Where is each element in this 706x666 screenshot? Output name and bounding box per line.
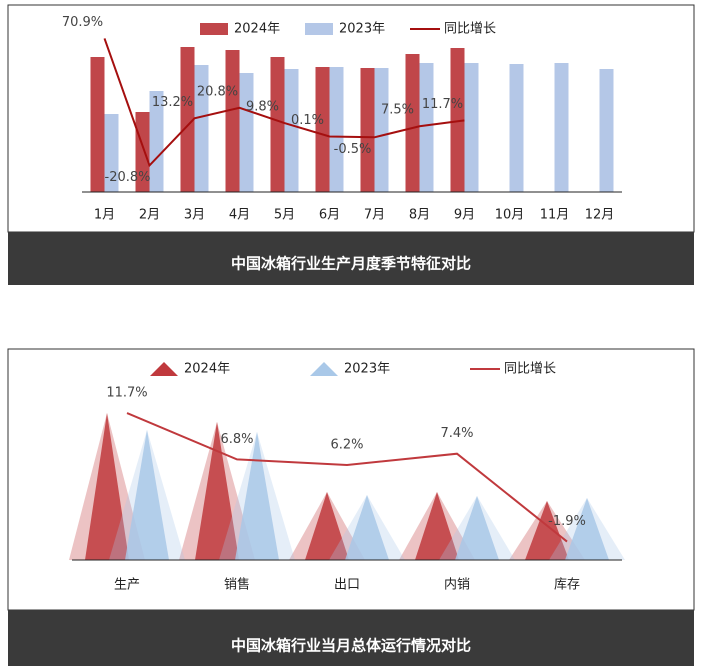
x-tick-label: 2月	[139, 208, 160, 223]
data-label: 0.1%	[291, 113, 324, 128]
x-tick-label: 7月	[364, 208, 385, 223]
x-tick-label: 8月	[409, 208, 430, 223]
bar	[360, 68, 375, 192]
x-tick-label: 5月	[274, 208, 295, 223]
chart-frame	[7, 348, 695, 611]
bar	[270, 57, 285, 192]
bar	[329, 67, 344, 192]
data-label: 6.2%	[330, 438, 363, 453]
title-band	[8, 232, 694, 285]
bar	[104, 114, 119, 192]
line	[126, 412, 568, 543]
bar	[149, 91, 164, 192]
chart-frame	[7, 4, 695, 233]
x-tick-label: 10月	[495, 208, 525, 223]
triangle	[125, 430, 169, 560]
data-label: 9.8%	[246, 100, 279, 115]
x-tick-label: 12月	[585, 208, 615, 223]
triangle	[455, 496, 499, 560]
legend-label: 同比增长	[444, 22, 496, 37]
data-label: -20.8%	[105, 170, 151, 185]
bar	[135, 112, 150, 192]
bar	[239, 73, 254, 192]
data-label: 7.4%	[440, 426, 473, 441]
legend-label: 2024年	[184, 362, 230, 377]
bar	[464, 63, 479, 192]
x-tick-label: 9月	[454, 208, 475, 223]
x-tick-label: 4月	[229, 208, 250, 223]
legend-label: 2024年	[234, 22, 280, 37]
triangle	[85, 413, 129, 560]
chart-title: 中国冰箱行业当月总体运行情况对比	[231, 637, 471, 655]
data-label: -0.5%	[334, 142, 372, 157]
x-tick-label: 1月	[94, 208, 115, 223]
data-label: -1.9%	[548, 514, 586, 529]
legend-label: 同比增长	[504, 362, 556, 377]
x-tick-label: 出口	[334, 578, 360, 593]
triangle	[565, 498, 609, 560]
data-label: 11.7%	[422, 97, 463, 112]
data-label: 20.8%	[197, 84, 238, 99]
triangle	[345, 495, 389, 560]
line	[103, 38, 465, 168]
triangle	[305, 492, 349, 560]
bar	[405, 54, 420, 192]
triangle	[415, 492, 459, 560]
x-tick-label: 11月	[540, 208, 570, 223]
x-tick-label: 销售	[224, 577, 250, 593]
bar	[599, 69, 614, 192]
triangle	[235, 432, 279, 560]
chart-title: 中国冰箱行业生产月度季节特征对比	[231, 255, 471, 273]
bar	[509, 64, 524, 192]
legend-swatch	[200, 23, 228, 35]
bar	[554, 63, 569, 192]
triangle	[195, 422, 239, 560]
legend-label: 2023年	[344, 362, 390, 377]
x-tick-label: 3月	[184, 208, 205, 223]
data-label: 11.7%	[106, 386, 147, 401]
bar	[419, 63, 434, 192]
data-label: 70.9%	[62, 15, 103, 30]
bar	[180, 47, 195, 192]
data-label: 6.8%	[220, 432, 253, 447]
data-label: 13.2%	[152, 95, 193, 110]
title-band	[8, 610, 694, 666]
data-label: 7.5%	[381, 103, 414, 118]
legend-swatch	[305, 23, 333, 35]
triangle	[525, 501, 569, 560]
x-tick-label: 6月	[319, 208, 340, 223]
bar	[90, 57, 105, 192]
bar	[194, 65, 209, 192]
x-tick-label: 库存	[554, 577, 580, 593]
legend-swatch	[310, 362, 338, 376]
legend-swatch	[150, 362, 178, 376]
legend-label: 2023年	[339, 22, 385, 37]
bar	[225, 50, 240, 192]
bar	[315, 67, 330, 192]
bar	[284, 69, 299, 192]
x-tick-label: 生产	[114, 578, 140, 593]
x-tick-label: 内销	[444, 577, 470, 593]
bar	[450, 48, 465, 192]
bar	[374, 68, 389, 192]
